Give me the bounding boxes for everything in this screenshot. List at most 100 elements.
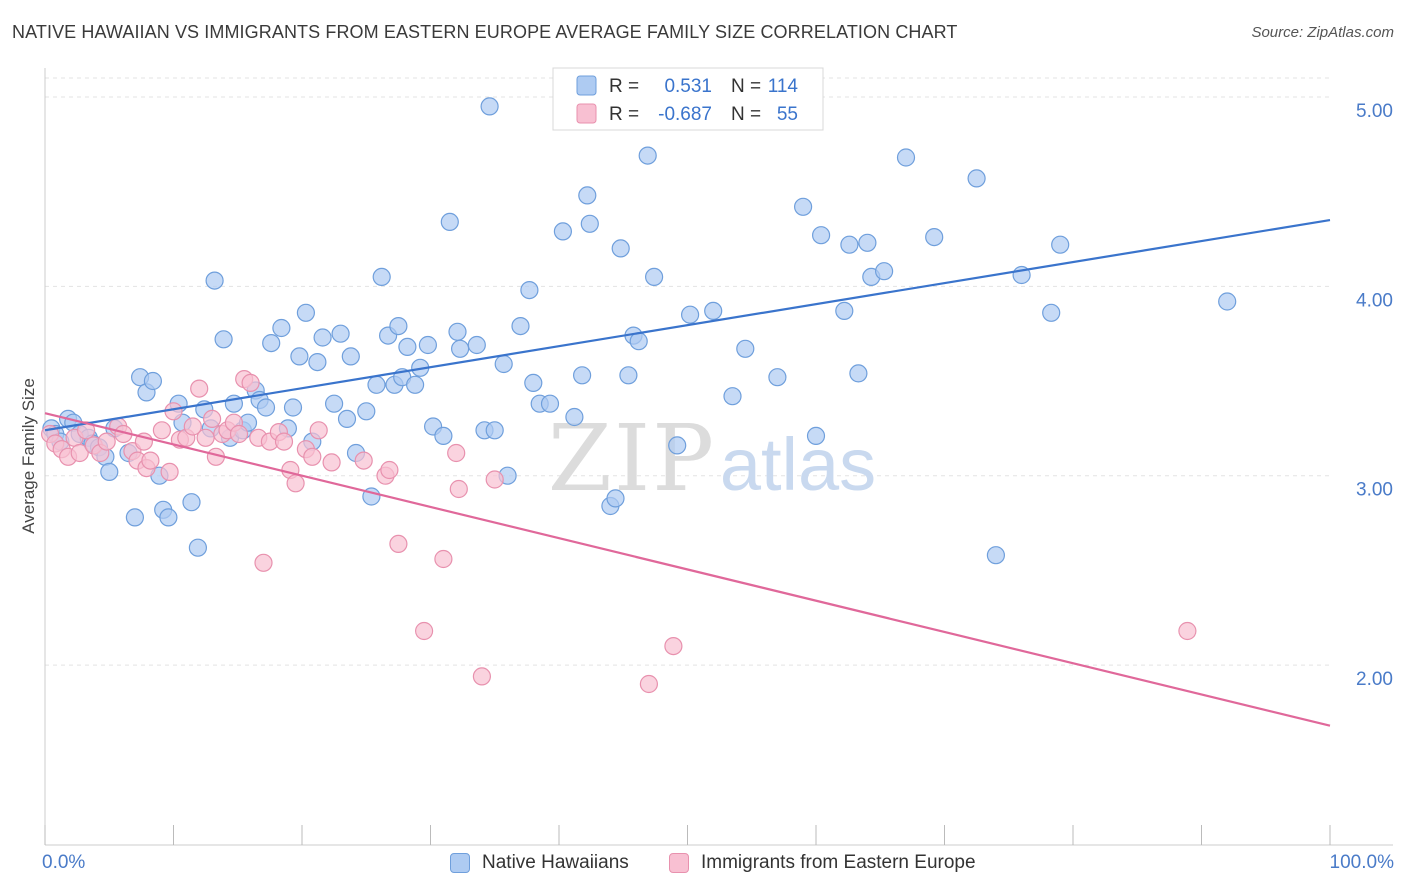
- native-hawaiian-point-90: [668, 436, 687, 455]
- legend-r-value-0: 0.531: [664, 76, 712, 97]
- eastern-europe-point-41: [303, 447, 322, 466]
- native-hawaiian-point-102: [858, 233, 877, 252]
- eastern-europe-point-18: [160, 462, 179, 481]
- native-hawaiian-point-73: [520, 281, 539, 300]
- eastern-europe-point-43: [322, 453, 341, 472]
- native-hawaiian-point-83: [606, 489, 625, 508]
- native-hawaiian-point-51: [367, 375, 386, 394]
- chart-title: NATIVE HAWAIIAN VS IMMIGRANTS FROM EASTE…: [12, 22, 958, 42]
- native-hawaiian-point-106: [925, 228, 944, 247]
- native-hawaiian-point-52: [372, 267, 391, 286]
- y-tick-label-1: 3.00: [1356, 480, 1393, 501]
- native-hawaiian-point-104: [874, 262, 894, 281]
- native-hawaiian-point-107: [967, 169, 986, 188]
- native-hawaiian-point-16: [143, 371, 162, 391]
- native-hawaiian-point-100: [840, 235, 859, 254]
- eastern-europe-point-48: [415, 621, 434, 641]
- eastern-europe-point-42: [309, 421, 328, 440]
- native-hawaiian-point-60: [418, 335, 437, 355]
- eastern-europe-point-49: [434, 549, 453, 569]
- native-hawaiian-point-49: [357, 402, 376, 421]
- legend-bottom: Native Hawaiians Immigrants from Eastern…: [0, 852, 1406, 878]
- source-label: Source: ZipAtlas.com: [1251, 24, 1394, 41]
- legend-n-value-0: 114: [768, 76, 799, 97]
- eastern-europe-point-24: [196, 428, 215, 447]
- eastern-europe-point-30: [229, 424, 249, 444]
- native-hawaiian-point-94: [736, 339, 755, 358]
- eastern-europe-point-37: [274, 432, 294, 451]
- native-hawaiian-point-55: [389, 317, 408, 336]
- native-hawaiian-point-76: [540, 394, 560, 413]
- native-hawaiian-point-85: [619, 366, 638, 385]
- eastern-europe-point-44: [354, 451, 373, 470]
- trendline-immigrants-eastern-europe: [44, 412, 1331, 727]
- eastern-europe-point-46: [380, 460, 399, 480]
- native-hawaiian-point-96: [793, 197, 813, 216]
- y-axis-label: Average Family Size: [19, 378, 38, 534]
- native-hawaiian-point-63: [440, 212, 459, 231]
- legend-r-label-0: R =: [609, 76, 639, 97]
- native-hawaiian-point-19: [159, 508, 178, 527]
- eastern-europe-point-6: [76, 421, 96, 440]
- native-hawaiian-point-87: [629, 332, 648, 351]
- eastern-europe-point-16: [141, 451, 160, 470]
- native-hawaiian-point-43: [313, 328, 332, 347]
- eastern-europe-point-32: [241, 373, 260, 392]
- legend-r-value-1: -0.687: [658, 104, 712, 125]
- trendline-native-hawaiians: [44, 218, 1331, 432]
- watermark-atlas: atlas: [720, 423, 876, 506]
- native-hawaiian-point-40: [296, 303, 315, 322]
- native-hawaiian-point-44: [325, 394, 344, 413]
- native-hawaiian-point-26: [205, 271, 224, 290]
- native-hawaiian-point-79: [572, 366, 592, 385]
- eastern-europe-point-50: [447, 443, 466, 463]
- native-hawaiian-point-64: [448, 322, 467, 341]
- native-hawaiian-point-70: [494, 354, 513, 374]
- native-hawaiian-point-78: [565, 407, 584, 427]
- legend-n-value-1: 55: [777, 104, 798, 125]
- native-hawaiian-point-22: [182, 493, 201, 512]
- native-hawaiian-point-27: [214, 330, 233, 349]
- eastern-europe-point-55: [664, 636, 683, 656]
- legend-n-label-1: N =: [731, 104, 761, 125]
- native-hawaiian-point-68: [480, 97, 499, 116]
- native-hawaiian-point-38: [283, 398, 303, 417]
- native-hawaiian-point-34: [256, 398, 276, 417]
- legend-label-immigrants-eastern-europe: Immigrants from Eastern Europe: [701, 852, 976, 873]
- watermark: ZIP atlas: [548, 405, 876, 512]
- native-hawaiian-point-57: [398, 337, 417, 356]
- eastern-europe-point-25: [203, 409, 222, 428]
- eastern-europe-point-54: [639, 674, 659, 694]
- native-hawaiian-point-88: [638, 146, 657, 165]
- axes: [44, 68, 1393, 846]
- native-hawaiian-point-80: [578, 186, 597, 205]
- native-hawaiian-point-93: [723, 387, 742, 406]
- eastern-europe-point-9: [97, 432, 116, 451]
- eastern-europe-point-5: [70, 443, 89, 463]
- native-hawaiian-point-65: [451, 339, 470, 358]
- native-hawaiian-point-10: [100, 462, 119, 481]
- native-hawaiian-point-98: [811, 226, 831, 245]
- eastern-europe-point-22: [183, 417, 202, 436]
- native-hawaiian-point-77: [553, 222, 573, 241]
- y-tick-label-2: 4.00: [1356, 290, 1393, 311]
- eastern-europe-point-34: [254, 553, 273, 572]
- legend-swatch-pink: [576, 103, 597, 124]
- y-tick-label-3: 5.00: [1356, 101, 1393, 122]
- native-hawaiian-point-47: [341, 347, 360, 366]
- x-tick-label-max: 100.0%: [1329, 852, 1394, 873]
- eastern-europe-point-53: [485, 470, 504, 489]
- native-hawaiian-point-91: [680, 305, 700, 324]
- native-hawaiian-point-101: [849, 364, 868, 383]
- native-hawaiian-point-110: [1042, 303, 1061, 322]
- x-tick-label-min: 0.0%: [42, 852, 86, 873]
- native-hawaiian-point-62: [434, 426, 453, 445]
- native-hawaiian-point-105: [896, 148, 916, 167]
- y-tick-labels: 2.00 3.00 4.00 5.00: [1356, 101, 1393, 690]
- eastern-europe-point-47: [389, 534, 408, 554]
- native-hawaiian-point-84: [611, 239, 630, 258]
- legend-r-label-1: R =: [609, 104, 639, 125]
- native-hawaiian-point-69: [485, 421, 504, 440]
- eastern-europe-point-52: [472, 667, 491, 686]
